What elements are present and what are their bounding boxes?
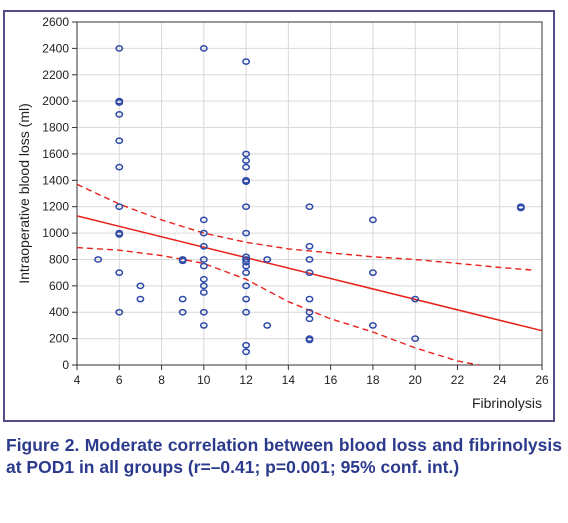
data-point [242, 308, 251, 316]
data-point [178, 257, 187, 265]
data-point [368, 216, 377, 224]
data-point [305, 295, 314, 303]
x-tick-label: 4 [74, 373, 81, 387]
data-point [199, 45, 208, 52]
data-point [242, 269, 251, 277]
y-tick-label: 1400 [42, 173, 69, 187]
data-point [242, 203, 251, 211]
data-point [242, 295, 251, 303]
data-point [178, 295, 187, 303]
data-point [242, 150, 251, 158]
data-point [115, 269, 124, 277]
y-tick-label: 800 [49, 252, 69, 266]
y-tick-label: 2400 [42, 41, 69, 55]
data-point [136, 295, 145, 303]
data-point [178, 308, 187, 316]
plot-border [76, 21, 543, 366]
data-point [242, 348, 251, 356]
data-point [199, 282, 208, 290]
data-point [305, 308, 314, 316]
y-tick-label: 2200 [42, 68, 69, 82]
fit-line [76, 215, 543, 332]
data-point [411, 335, 420, 342]
y-tick-label: 2000 [42, 94, 69, 108]
x-axis-title: Fibrinolysis [472, 395, 542, 411]
data-point [263, 322, 272, 329]
data-point [136, 282, 145, 290]
x-tick-label: 12 [239, 373, 253, 387]
x-tick-label: 22 [451, 373, 465, 387]
data-point [199, 242, 208, 250]
data-point [516, 204, 525, 212]
y-tick-label: 2600 [42, 15, 69, 29]
x-tick-label: 8 [158, 373, 165, 387]
data-point [305, 242, 314, 250]
data-point [115, 45, 124, 52]
data-point [263, 256, 272, 263]
data-point [199, 275, 208, 283]
data-point [242, 262, 251, 270]
figure-caption: Figure 2. Moderate correlation between b… [6, 435, 562, 477]
data-point [199, 322, 208, 329]
y-tick-label: 0 [62, 358, 69, 372]
data-point [115, 137, 124, 145]
x-tick-label: 16 [324, 373, 338, 387]
y-axis-title: Intraoperative blood loss (ml) [16, 103, 32, 284]
axes [72, 21, 543, 370]
data-point [305, 315, 314, 323]
confidence-upper-line [76, 183, 532, 271]
scatter-plot: 4 6 8 10 12 14 16 18 20 22 24 26 0 200 400 600 800 1000 12… [16, 15, 549, 411]
data-point [199, 308, 208, 316]
data-point [242, 178, 251, 185]
data-point [115, 163, 124, 171]
data-point [199, 262, 208, 270]
x-tick-label: 26 [535, 373, 549, 387]
chart-frame: 4 6 8 10 12 14 16 18 20 22 24 26 0 200 400 600 800 1000 12… [3, 10, 555, 422]
data-point [242, 163, 251, 171]
y-tick-label: 1000 [42, 226, 69, 240]
y-tick-label: 200 [49, 332, 69, 346]
data-point [242, 256, 251, 263]
data-point [242, 341, 251, 349]
data-point [368, 269, 377, 277]
data-point [115, 308, 124, 316]
data-point [305, 269, 314, 277]
regression-line [76, 215, 543, 332]
x-tick-label: 6 [116, 373, 123, 387]
data-point [242, 258, 251, 266]
confidence-lower-line [76, 246, 479, 366]
x-tick-label: 14 [282, 373, 296, 387]
data-point [305, 203, 314, 211]
y-tick-label: 600 [49, 279, 69, 293]
data-point [242, 58, 251, 65]
data-point [115, 99, 124, 106]
y-tick-label: 1200 [42, 200, 69, 214]
data-point [94, 256, 103, 263]
x-tick-label: 18 [366, 373, 380, 387]
data-point [305, 336, 314, 344]
y-tick-label: 1600 [42, 147, 69, 161]
data-point [199, 216, 208, 224]
x-tick-label: 20 [409, 373, 423, 387]
data-point [115, 110, 124, 118]
data-point [242, 229, 251, 237]
data-point [199, 289, 208, 296]
data-point [242, 282, 251, 290]
data-point [115, 231, 124, 238]
data-point [242, 157, 251, 164]
data-point [199, 229, 208, 237]
data-point [368, 322, 377, 329]
figure-container: 4 6 8 10 12 14 16 18 20 22 24 26 0 200 400 600 800 1000 12… [3, 10, 555, 422]
confidence-bands [76, 183, 532, 366]
y-tick-label: 1800 [42, 121, 69, 135]
data-point [411, 295, 420, 303]
data-points [94, 45, 525, 356]
data-point [115, 203, 124, 211]
y-tick-label: 400 [49, 305, 69, 319]
data-point [199, 256, 208, 263]
tick-labels: 4 6 8 10 12 14 16 18 20 22 24 26 0 200 400 600 800 1000 12… [42, 15, 549, 387]
x-tick-label: 10 [197, 373, 211, 387]
data-point [305, 256, 314, 263]
x-tick-label: 24 [493, 373, 507, 387]
